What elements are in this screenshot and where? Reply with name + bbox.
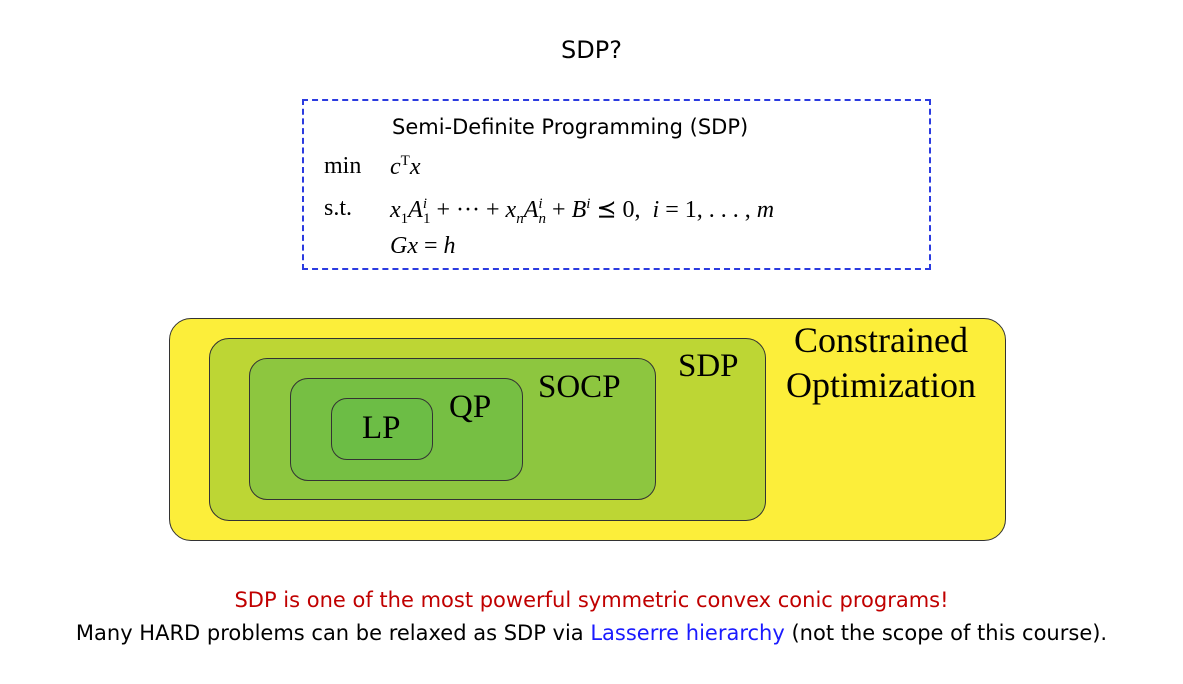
label-constrained: Constrained	[794, 320, 968, 360]
label-lp: LP	[362, 410, 401, 446]
label-socp: SOCP	[538, 369, 621, 405]
lmi-constraint: x1Ai1 + ··· + xnAin + Bi ⪯ 0, i = 1, . .…	[390, 196, 775, 227]
highlight-statement: SDP is one of the most powerful symmetri…	[234, 588, 949, 612]
equality-constraint: Gx = h	[390, 233, 456, 259]
lasserre-hierarchy-link[interactable]: Lasserre hierarchy	[590, 621, 785, 645]
formulation-heading: Semi-Definite Programming (SDP)	[392, 115, 749, 139]
sdp-formulation-box: Semi-Definite Programming (SDP) min cTx …	[302, 99, 931, 270]
min-keyword: min	[324, 153, 362, 179]
objective-expression: cTx	[390, 153, 421, 180]
label-optimization: Optimization	[786, 365, 976, 405]
st-keyword: s.t.	[324, 195, 353, 221]
statement-text-after: (not the scope of this course).	[784, 621, 1108, 645]
label-sdp: SDP	[678, 348, 739, 384]
relaxation-statement: Many HARD problems can be relaxed as SDP…	[0, 621, 1183, 645]
slide-title: SDP?	[561, 36, 622, 64]
statement-text-before: Many HARD problems can be relaxed as SDP…	[75, 621, 591, 645]
set-lp	[331, 398, 433, 460]
label-qp: QP	[449, 389, 492, 425]
